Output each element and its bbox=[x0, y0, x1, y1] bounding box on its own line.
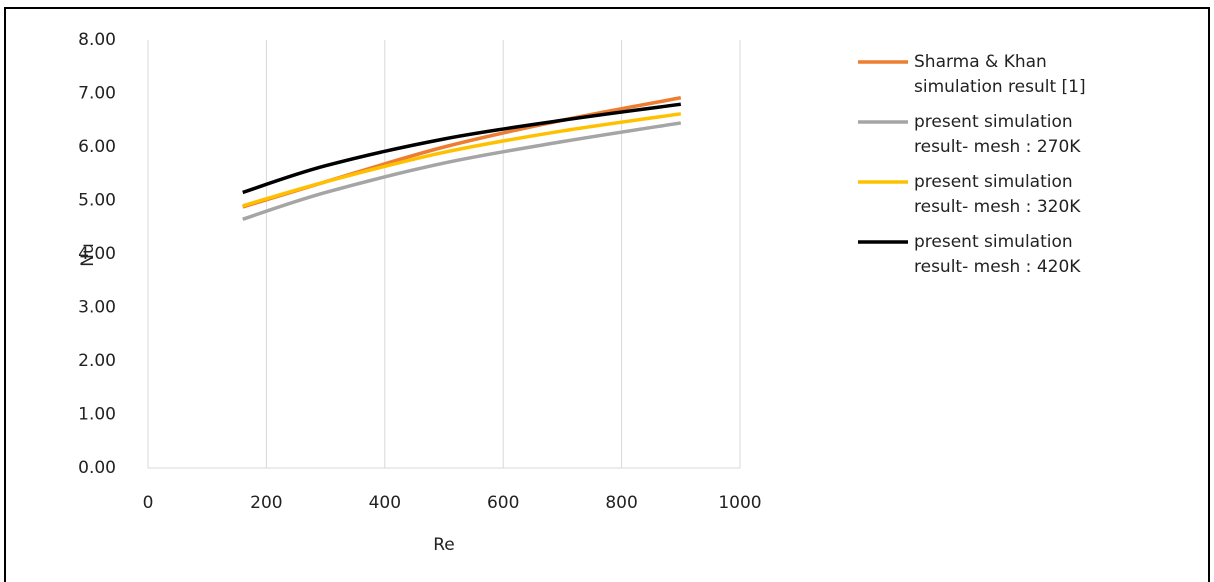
y-tick-label: 5.00 bbox=[78, 191, 116, 211]
series-line bbox=[242, 102, 682, 195]
y-tick-label: 4.00 bbox=[78, 244, 116, 264]
x-tick-label: 400 bbox=[369, 493, 401, 513]
x-tick-label: 0 bbox=[143, 493, 154, 513]
frame bbox=[4, 7, 1210, 582]
legend-label: present simulation result- mesh : 420K bbox=[914, 232, 1081, 277]
series-line bbox=[242, 121, 682, 221]
y-tick-label: 3.00 bbox=[78, 298, 116, 318]
x-axis-title: Re bbox=[433, 535, 455, 555]
y-tick-label: 7.00 bbox=[78, 84, 116, 104]
x-tick-label: 600 bbox=[487, 493, 519, 513]
y-axis-title: Nu bbox=[78, 243, 98, 267]
y-tick-label: 8.00 bbox=[78, 30, 116, 50]
y-tick-label: 1.00 bbox=[78, 405, 116, 425]
series-line bbox=[242, 112, 682, 208]
legend-label: present simulation result- mesh : 270K bbox=[914, 112, 1081, 157]
legend-label: present simulation result- mesh : 320K bbox=[914, 172, 1081, 217]
y-tick-label: 6.00 bbox=[78, 137, 116, 157]
x-tick-label: 1000 bbox=[718, 493, 761, 513]
y-tick-label: 2.00 bbox=[78, 351, 116, 371]
legend-label: Sharma & Khan simulation result [1] bbox=[914, 52, 1086, 97]
x-tick-label: 800 bbox=[605, 493, 637, 513]
y-tick-label: 0.00 bbox=[78, 458, 116, 478]
x-tick-label: 200 bbox=[250, 493, 282, 513]
